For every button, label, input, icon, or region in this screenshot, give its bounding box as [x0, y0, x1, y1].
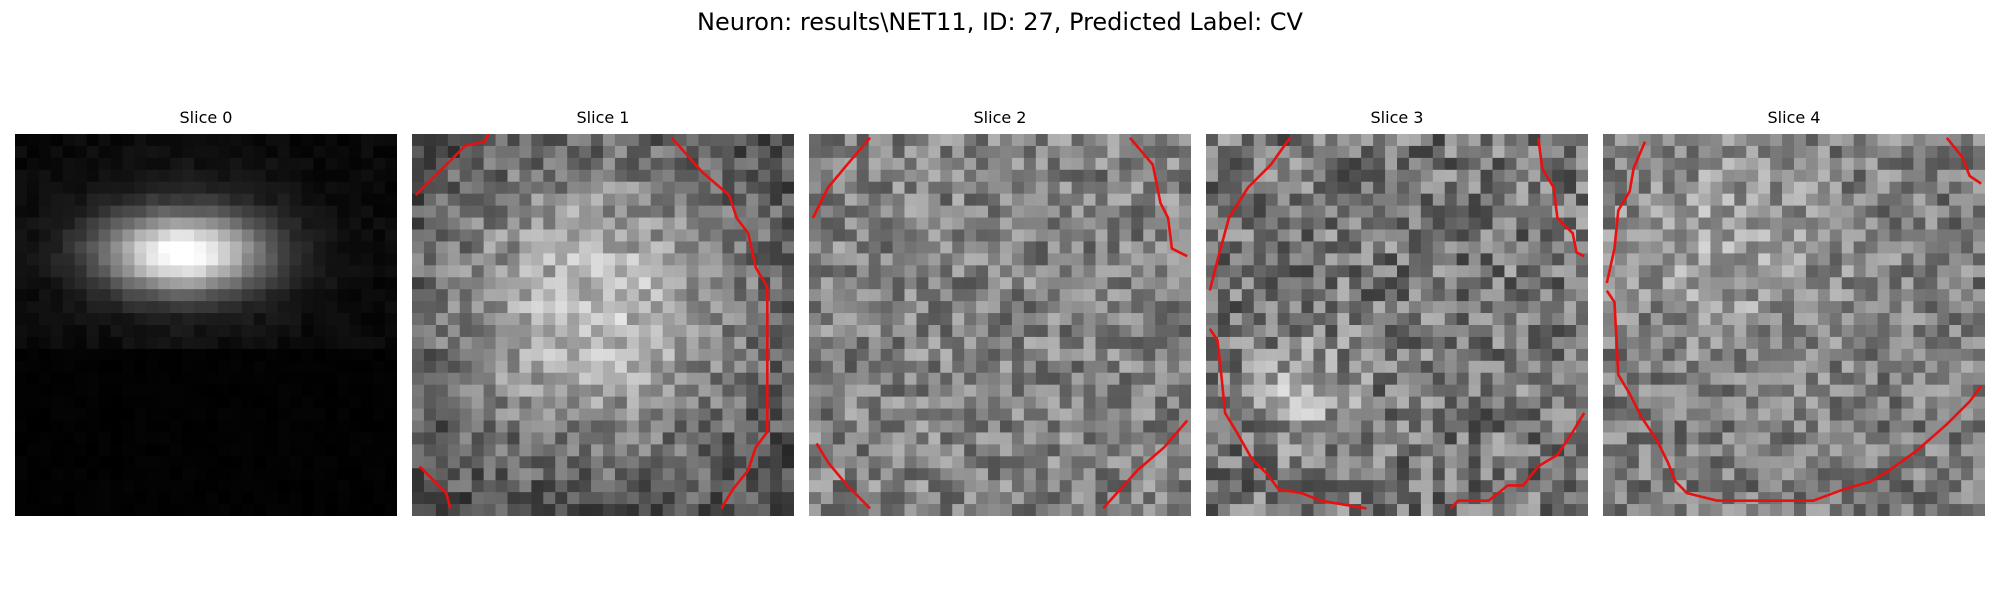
segmentation-contour	[1945, 136, 1982, 185]
slice-image	[412, 134, 794, 516]
slice-image	[1603, 134, 1985, 516]
figure-title: Neuron: results\NET11, ID: 27, Predicted…	[697, 8, 1303, 36]
slice-title: Slice 3	[1370, 108, 1424, 127]
pixel-grid	[15, 134, 397, 516]
slice-title: Slice 1	[576, 108, 630, 127]
segmentation-contour	[1605, 289, 1983, 503]
pixel-grid	[1206, 134, 1588, 516]
segmentation-contour	[1537, 137, 1585, 258]
slice-image	[809, 134, 1191, 516]
pixel-grid	[1603, 134, 1985, 516]
segmentation-contour	[1128, 136, 1188, 258]
slice-title: Slice 4	[1767, 108, 1821, 127]
slice-title: Slice 0	[179, 108, 233, 127]
segmentation-contour	[670, 136, 769, 510]
segmentation-contour	[418, 465, 452, 509]
segmentation-contour	[1208, 137, 1292, 291]
segmentation-contour	[1605, 141, 1647, 284]
pixel-grid	[809, 134, 1191, 516]
segmentation-contour	[1102, 419, 1189, 510]
segmentation-contour	[1449, 412, 1586, 510]
segmentation-contour	[811, 136, 872, 219]
segmentation-contour	[815, 442, 872, 510]
slice-image	[1206, 134, 1588, 516]
slice-title: Slice 2	[973, 108, 1027, 127]
segmentation-contour	[414, 134, 490, 197]
pixel-grid	[412, 134, 794, 516]
slice-image	[15, 134, 397, 516]
segmentation-contour	[1208, 328, 1367, 510]
